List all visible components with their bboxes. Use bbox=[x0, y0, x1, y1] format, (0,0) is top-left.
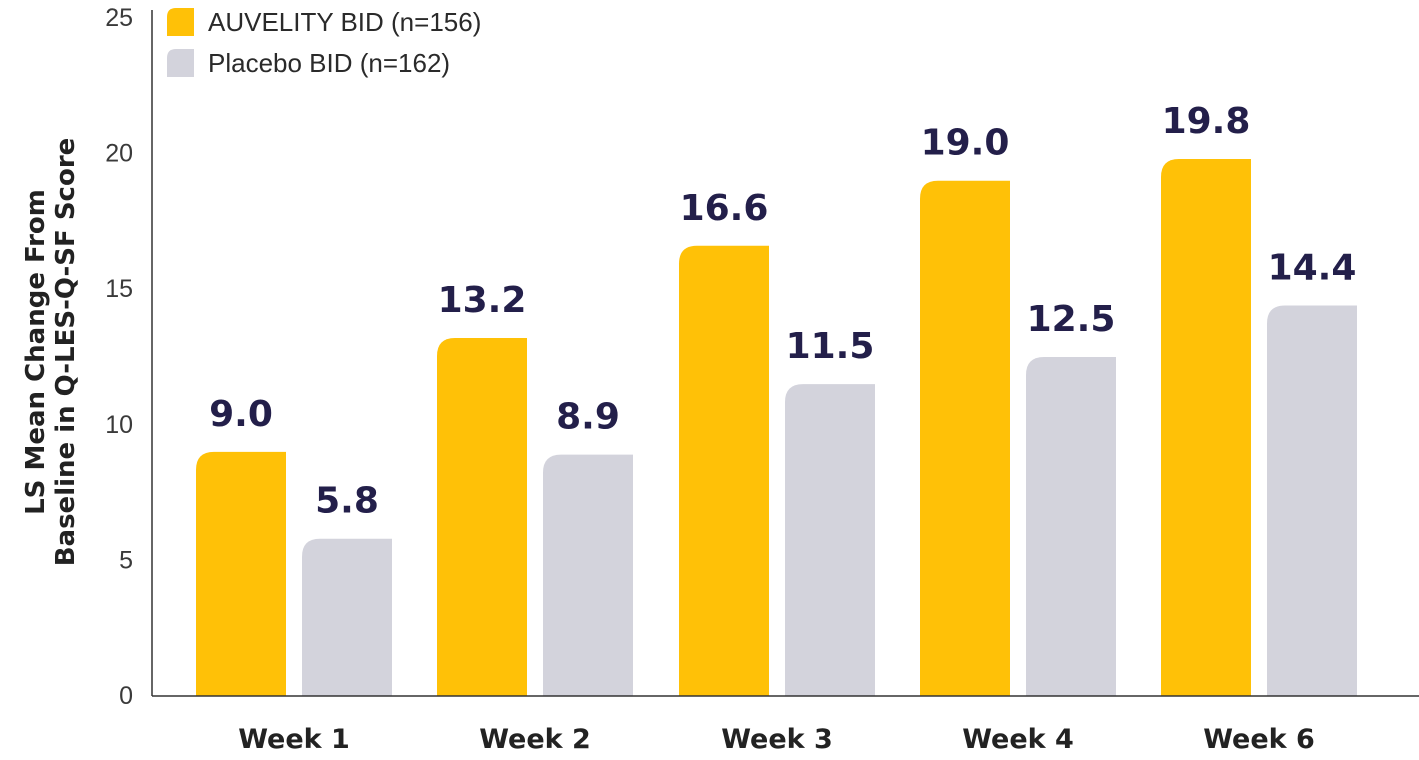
data-label: 5.8 bbox=[315, 481, 379, 522]
y-axis-title: LS Mean Change From Baseline in Q-LES-Q-S… bbox=[21, 138, 81, 567]
bar-placebo bbox=[1267, 305, 1357, 696]
data-label: 19.0 bbox=[921, 123, 1010, 164]
y-axis-title-line: LS Mean Change From bbox=[21, 189, 51, 515]
data-label: 13.2 bbox=[438, 280, 527, 321]
legend: AUVELITY BID (n=156) Placebo BID (n=162) bbox=[167, 7, 481, 78]
bars bbox=[196, 159, 1357, 697]
x-tick-label: Week 4 bbox=[962, 724, 1074, 755]
legend-swatch bbox=[167, 8, 194, 36]
data-label: 19.8 bbox=[1162, 101, 1251, 142]
bar-placebo bbox=[543, 454, 633, 696]
data-label: 12.5 bbox=[1027, 299, 1116, 340]
x-tick-label: Week 3 bbox=[721, 724, 833, 755]
bar-placebo bbox=[785, 384, 875, 696]
data-label: 14.4 bbox=[1268, 247, 1357, 288]
bar-auvelity bbox=[1161, 159, 1251, 697]
data-label: 9.0 bbox=[209, 394, 273, 435]
data-label: 11.5 bbox=[786, 326, 875, 367]
data-label: 8.9 bbox=[556, 397, 620, 438]
x-axis-labels: Week 1 Week 2 Week 3 Week 4 Week 6 bbox=[238, 724, 1315, 755]
legend-label: AUVELITY BID (n=156) bbox=[208, 7, 481, 37]
bar-placebo bbox=[302, 538, 392, 696]
x-tick-label: Week 6 bbox=[1203, 724, 1315, 755]
y-tick-label: 15 bbox=[105, 275, 133, 303]
data-label: 16.6 bbox=[680, 188, 769, 229]
legend-label: Placebo BID (n=162) bbox=[208, 48, 450, 78]
y-axis-title-line: Baseline in Q-LES-Q-SF Score bbox=[51, 138, 81, 567]
bar-auvelity bbox=[437, 338, 527, 696]
x-tick-label: Week 2 bbox=[479, 724, 591, 755]
y-axis-ticks: 0 5 10 15 20 25 bbox=[105, 4, 133, 710]
y-tick-label: 25 bbox=[105, 4, 133, 32]
value-labels: 9.0 13.2 16.6 19.0 19.8 5.8 8.9 11.5 12.5 14.4 bbox=[209, 101, 1356, 522]
bar-auvelity bbox=[920, 180, 1010, 697]
x-tick-label: Week 1 bbox=[238, 724, 350, 755]
bar-placebo bbox=[1026, 357, 1116, 696]
legend-swatch bbox=[167, 49, 194, 77]
y-tick-label: 0 bbox=[119, 682, 133, 710]
y-tick-label: 20 bbox=[105, 140, 133, 168]
y-tick-label: 10 bbox=[105, 411, 133, 439]
bar-auvelity bbox=[196, 451, 286, 696]
bar-auvelity bbox=[679, 245, 769, 697]
y-tick-label: 5 bbox=[119, 546, 133, 574]
